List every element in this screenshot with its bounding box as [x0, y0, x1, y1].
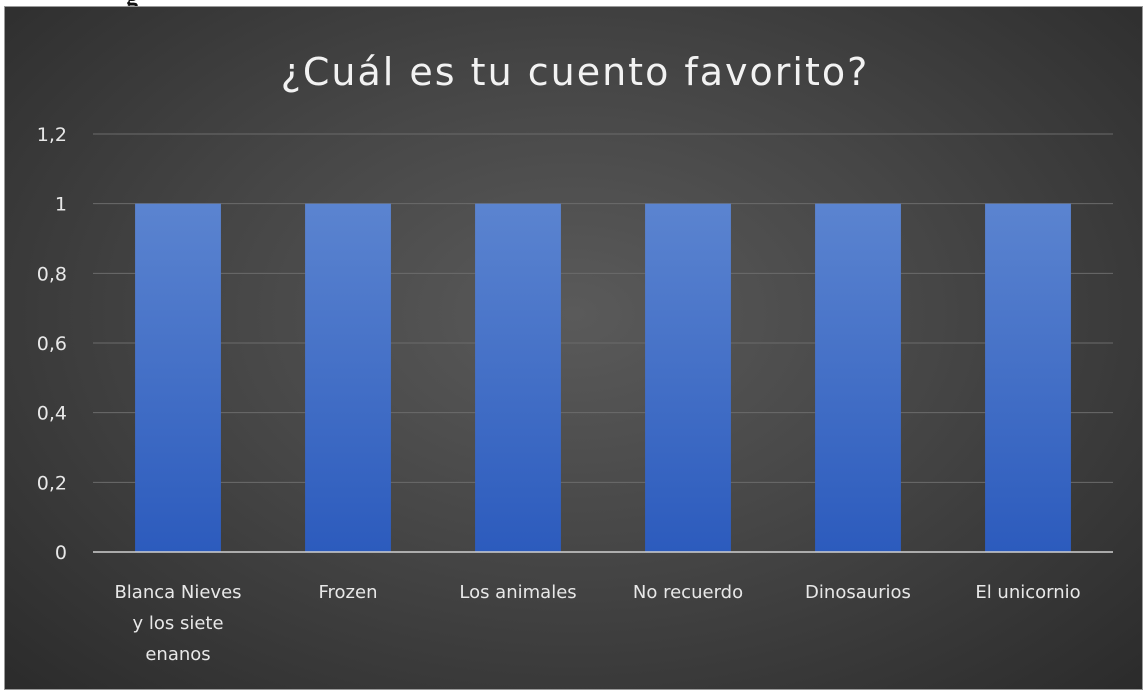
- cropped-heading-text: g: [126, 0, 138, 10]
- y-tick-label: 1,2: [37, 124, 67, 146]
- y-tick-label: 0,2: [37, 472, 67, 494]
- bars: [135, 203, 1071, 552]
- y-tick-label: 0,8: [37, 263, 67, 285]
- bar: [985, 203, 1071, 552]
- y-tick-label: 0,6: [37, 333, 67, 355]
- x-category-label: Dinosaurios: [805, 582, 911, 603]
- bar: [815, 203, 901, 552]
- bar: [135, 203, 221, 552]
- y-tick-label: 0: [55, 542, 67, 564]
- bar: [305, 203, 391, 552]
- bar: [645, 203, 731, 552]
- chart-area: ¿Cuál es tu cuento favorito? 0 0,2 0,4 0,6 0…: [4, 6, 1143, 690]
- x-category-label: El unicornio: [975, 582, 1080, 603]
- x-category-label: Frozen: [319, 582, 378, 603]
- chart-title: ¿Cuál es tu cuento favorito?: [281, 50, 870, 94]
- y-tick-label: 0,4: [37, 403, 67, 425]
- x-category-label: Blanca Nieves y los siete enanos: [114, 582, 241, 665]
- bar: [475, 203, 561, 552]
- y-axis-ticks: 0 0,2 0,4 0,6 0,8 1 1,2: [37, 124, 67, 564]
- x-category-label: Los animales: [459, 582, 576, 603]
- x-axis-categories: Blanca Nieves y los siete enanos Frozen Los …: [114, 582, 1080, 665]
- gridlines: [93, 133, 1113, 483]
- y-tick-label: 1: [55, 194, 67, 216]
- x-category-label: No recuerdo: [633, 582, 743, 603]
- bar-chart: ¿Cuál es tu cuento favorito? 00,20,40,60…: [37, 50, 1113, 665]
